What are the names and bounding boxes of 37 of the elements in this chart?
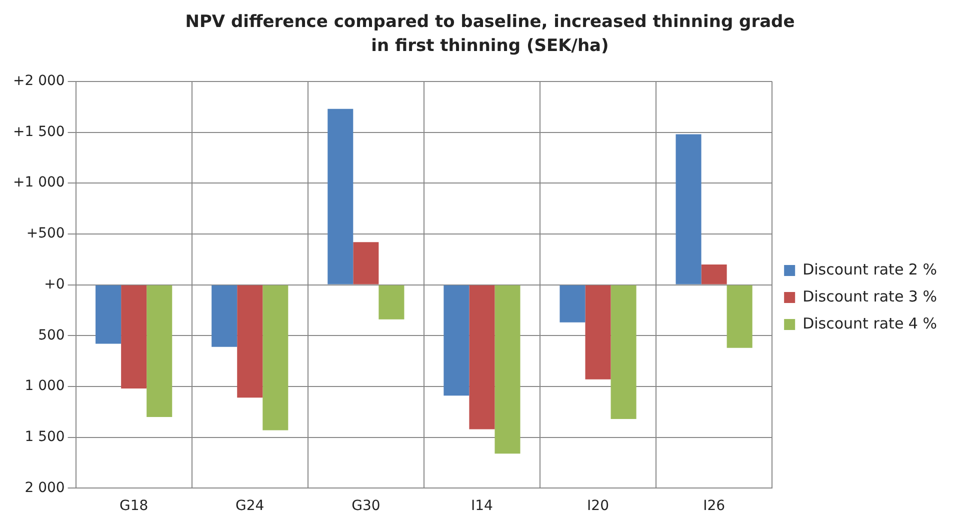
x-tick-label: I26 (703, 498, 726, 514)
y-tick-label: +500 (26, 226, 65, 242)
y-tick-label: +2 000 (12, 73, 65, 90)
x-tick-label: G24 (236, 498, 264, 514)
chart-title: NPV difference compared to baseline, increased thinning grade in first thinning (SEK/ha) (184, 11, 796, 58)
bar (676, 134, 702, 284)
bar (328, 108, 354, 284)
bar (469, 285, 495, 430)
y-tick-label: 1 000 (24, 378, 65, 394)
x-tick-label: I20 (587, 498, 609, 514)
bar (585, 285, 611, 380)
x-tick-label: I14 (470, 498, 494, 514)
bar (262, 285, 288, 430)
bar (353, 242, 379, 284)
y-tick-label: +0 (44, 276, 65, 292)
y-tick-label: +1 000 (12, 174, 65, 191)
legend-label: Discount rate 2 % (802, 260, 937, 278)
legend-label: Discount rate 4 % (802, 314, 937, 332)
x-tick-label: G18 (119, 498, 148, 514)
bar (444, 285, 470, 396)
y-tick-label: 1 500 (24, 428, 65, 445)
x-tick-label: G30 (352, 498, 380, 514)
bar (121, 285, 147, 389)
bar (701, 264, 727, 284)
bar (146, 285, 172, 418)
bar (560, 285, 586, 322)
bar (96, 285, 122, 344)
bar (494, 285, 520, 454)
legend-label: Discount rate 3 % (802, 287, 937, 306)
bar (212, 285, 238, 347)
bar (378, 285, 404, 320)
bar (610, 285, 636, 420)
y-tick-label: +1 500 (12, 124, 65, 140)
y-tick-label: 500 (38, 327, 65, 344)
bar (726, 285, 752, 348)
y-tick-label: 2 000 (24, 480, 65, 496)
bar (237, 285, 263, 398)
